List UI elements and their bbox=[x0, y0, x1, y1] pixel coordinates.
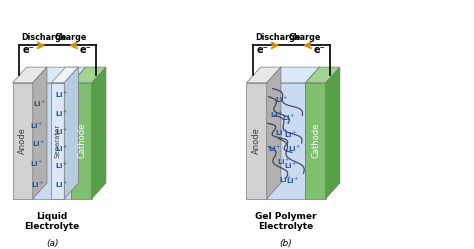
Text: Li$^+$: Li$^+$ bbox=[32, 139, 46, 149]
Text: Li$^+$: Li$^+$ bbox=[55, 126, 68, 137]
Text: Li$^+$: Li$^+$ bbox=[55, 144, 69, 154]
Text: Li$^+$: Li$^+$ bbox=[275, 95, 289, 105]
Polygon shape bbox=[33, 67, 47, 199]
Text: Discharge: Discharge bbox=[255, 33, 300, 42]
Text: Liquid
Electrolyte: Liquid Electrolyte bbox=[25, 212, 80, 231]
Polygon shape bbox=[33, 67, 86, 83]
Polygon shape bbox=[326, 67, 340, 199]
Text: Li$^+$: Li$^+$ bbox=[284, 130, 298, 140]
Text: (a): (a) bbox=[46, 239, 58, 248]
Text: Li$^+$: Li$^+$ bbox=[30, 121, 44, 131]
Polygon shape bbox=[72, 67, 106, 83]
Text: Gel Polymer
Electrolyte: Gel Polymer Electrolyte bbox=[255, 212, 317, 231]
Polygon shape bbox=[64, 67, 78, 199]
Text: Li$^+$: Li$^+$ bbox=[277, 156, 291, 167]
Text: Li$^+$: Li$^+$ bbox=[55, 161, 68, 171]
Text: Li$^+$: Li$^+$ bbox=[286, 176, 300, 187]
Polygon shape bbox=[305, 67, 319, 199]
Polygon shape bbox=[51, 83, 64, 199]
Text: e⁻: e⁻ bbox=[314, 45, 326, 55]
Text: Li$^+$: Li$^+$ bbox=[282, 113, 295, 123]
Polygon shape bbox=[72, 67, 86, 199]
Text: Separator: Separator bbox=[55, 124, 61, 158]
Text: Li$^+$: Li$^+$ bbox=[274, 127, 288, 138]
Polygon shape bbox=[267, 67, 319, 83]
Text: Li$^+$: Li$^+$ bbox=[55, 109, 69, 119]
Text: Li$^+$: Li$^+$ bbox=[284, 161, 298, 171]
Text: Li$^+$: Li$^+$ bbox=[55, 89, 68, 100]
Text: Anode: Anode bbox=[18, 127, 27, 154]
Polygon shape bbox=[12, 83, 33, 199]
Text: Li$^+$: Li$^+$ bbox=[33, 99, 46, 109]
Text: Li$^+$: Li$^+$ bbox=[30, 159, 44, 169]
Text: Cathode: Cathode bbox=[77, 123, 86, 158]
Text: Li$^+$: Li$^+$ bbox=[279, 175, 293, 185]
Polygon shape bbox=[267, 83, 305, 199]
Text: Anode: Anode bbox=[252, 127, 261, 154]
Polygon shape bbox=[246, 67, 281, 83]
Text: Discharge: Discharge bbox=[21, 33, 66, 42]
Polygon shape bbox=[92, 67, 106, 199]
Text: Li$^+$: Li$^+$ bbox=[55, 180, 68, 190]
Text: e⁻: e⁻ bbox=[23, 45, 35, 55]
Polygon shape bbox=[33, 83, 72, 199]
Polygon shape bbox=[246, 83, 267, 199]
Text: Charge: Charge bbox=[289, 33, 321, 42]
Text: Li$^+$: Li$^+$ bbox=[268, 144, 281, 154]
Polygon shape bbox=[51, 67, 78, 83]
Polygon shape bbox=[72, 83, 92, 199]
Text: Li$^+$: Li$^+$ bbox=[31, 180, 44, 190]
Text: Li$^+$: Li$^+$ bbox=[288, 144, 301, 154]
Text: Charge: Charge bbox=[55, 33, 87, 42]
Text: Li$^+$: Li$^+$ bbox=[270, 110, 283, 121]
Polygon shape bbox=[12, 67, 47, 83]
Text: e⁻: e⁻ bbox=[257, 45, 269, 55]
Text: (b): (b) bbox=[280, 239, 292, 248]
Text: e⁻: e⁻ bbox=[80, 45, 91, 55]
Polygon shape bbox=[305, 83, 326, 199]
Text: Cathode: Cathode bbox=[311, 123, 320, 158]
Polygon shape bbox=[267, 67, 281, 199]
Polygon shape bbox=[305, 67, 340, 83]
